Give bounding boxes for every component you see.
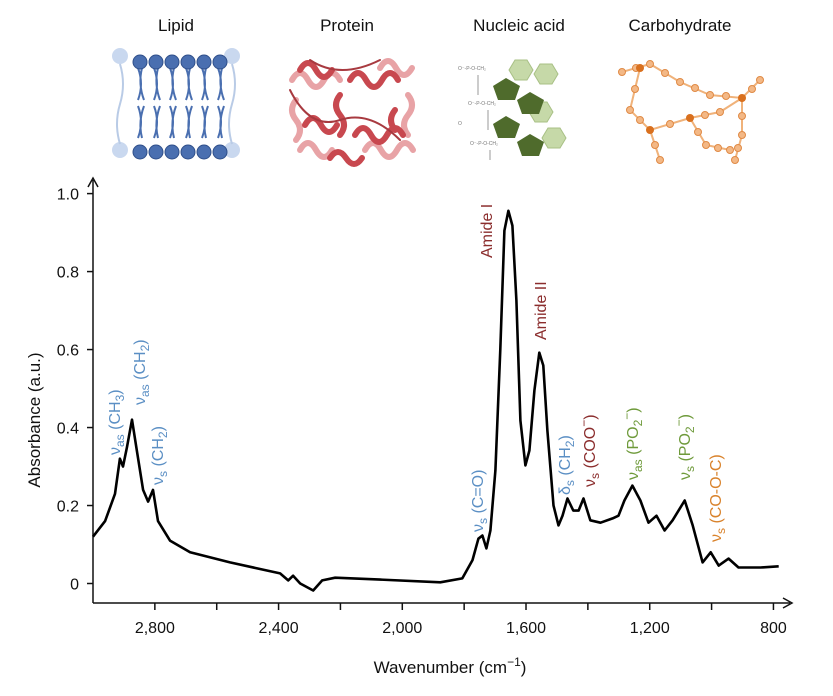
text-part: 2: [563, 440, 577, 447]
group-label: Nucleic acid: [473, 16, 565, 35]
text-part: (CH: [557, 447, 574, 480]
x-tick-label: 2,000: [382, 620, 422, 637]
text-part: −: [620, 413, 634, 420]
text-part: −: [577, 420, 591, 427]
annotation: νs (CO-O-C): [708, 454, 728, 542]
text-part: (C=O): [470, 470, 487, 518]
svg-text:O⁻-P-O-CH₂: O⁻-P-O-CH₂: [458, 66, 486, 72]
y-axis-arrow: [87, 176, 99, 188]
text-part: ): [582, 414, 599, 419]
text-part: s: [714, 528, 728, 534]
annotation: νas (PO2−): [620, 407, 645, 480]
svg-text:O⁻-P-O-CH₂: O⁻-P-O-CH₂: [470, 141, 498, 147]
text-part: 3: [113, 394, 127, 401]
text-part: 2: [138, 344, 152, 351]
svg-text:O⁻-P-O-CH₂: O⁻-P-O-CH₂: [468, 101, 496, 107]
text-part: ): [107, 389, 124, 394]
text-part: 2: [156, 431, 170, 438]
annotation: νas (CH3): [107, 389, 127, 455]
text-part: s: [563, 480, 577, 486]
text-part: (CH: [132, 351, 149, 384]
text-part: δ: [557, 486, 574, 495]
group-label: Carbohydrate: [628, 16, 731, 35]
text-part: ν: [150, 477, 167, 485]
text-part: (CH: [150, 438, 167, 471]
annotation: δs (CH2): [557, 435, 577, 495]
y-tick-label: 0.4: [57, 421, 79, 438]
text-part: s: [476, 518, 490, 524]
text-part: s: [683, 466, 697, 472]
text-part: ν: [708, 534, 725, 542]
text-part: s: [156, 471, 170, 477]
text-part: ): [625, 407, 642, 412]
svg-text:O: O: [458, 121, 462, 127]
group-label: Protein: [320, 16, 374, 35]
y-tick-label: 1.0: [57, 187, 79, 204]
text-part: s: [588, 473, 602, 479]
text-part: ): [521, 658, 527, 677]
text-part: Wavenumber (cm: [374, 658, 508, 677]
text-part: ν: [470, 524, 487, 532]
lipid-icon: [112, 48, 240, 160]
x-axis-arrow: [782, 597, 794, 609]
x-tick-label: 1,200: [630, 620, 670, 637]
text-part: (PO: [677, 433, 694, 466]
text-part: as: [631, 459, 645, 472]
x-tick-label: 2,400: [259, 620, 299, 637]
text-part: ): [677, 414, 694, 419]
y-tick-label: 0.6: [57, 343, 79, 360]
y-tick-label: 0.2: [57, 499, 79, 516]
text-part: ν: [625, 472, 642, 480]
text-part: 2: [631, 419, 645, 426]
x-tick-label: 2,800: [135, 620, 175, 637]
carbohydrate-icon: [618, 60, 764, 164]
spectrum-line: [91, 209, 779, 592]
y-axis-label: Absorbance (a.u.): [25, 352, 44, 487]
x-axis-label: Wavenumber (cm−1): [374, 655, 527, 677]
text-part: 2: [683, 426, 697, 433]
text-part: Amide I: [479, 204, 496, 258]
text-part: ν: [107, 447, 124, 455]
annotation: νs (PO2−): [672, 414, 697, 480]
text-part: ν: [677, 472, 694, 480]
text-part: as: [138, 384, 152, 397]
text-part: (CH: [107, 401, 124, 434]
text-part: −: [672, 419, 686, 426]
y-tick-label: 0.8: [57, 265, 79, 282]
y-tick-label: 0: [70, 577, 79, 594]
annotation: νas (CH2): [132, 339, 152, 405]
protein-icon: [289, 58, 416, 167]
annotation: Amide I: [479, 204, 496, 258]
text-part: (PO: [625, 426, 642, 459]
text-part: ): [557, 435, 574, 440]
nucleic-acid-icon: O⁻-P-O-CH₂ O⁻-P-O-CH₂ O O⁻-P-O-CH₂: [458, 59, 567, 160]
annotation: νs (C=O): [470, 470, 490, 532]
x-tick-label: 800: [760, 620, 787, 637]
text-part: as: [113, 434, 127, 447]
annotation: νs (CH2): [150, 426, 170, 485]
text-part: (COO: [582, 427, 599, 473]
text-part: ν: [582, 479, 599, 487]
annotation: νs (COO−): [577, 414, 602, 487]
text-part: ): [132, 339, 149, 344]
text-part: ): [150, 426, 167, 431]
group-label: Lipid: [158, 16, 194, 35]
text-part: −1: [507, 655, 521, 669]
annotation: Amide II: [533, 281, 550, 340]
text-part: Amide II: [533, 281, 550, 340]
text-part: ν: [132, 397, 149, 405]
text-part: (CO-O-C): [708, 454, 725, 528]
x-tick-label: 1,600: [506, 620, 546, 637]
